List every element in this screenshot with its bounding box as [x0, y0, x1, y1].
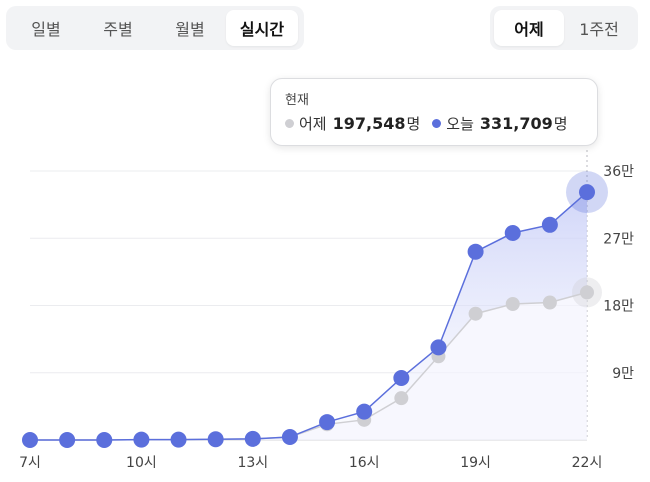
tooltip-yesterday-value: 197,548 [332, 114, 406, 133]
tooltip-values: 어제 197,548 명 오늘 331,709 명 [285, 113, 583, 134]
tab-monthly[interactable]: 월별 [175, 20, 205, 39]
today-point-8 [59, 432, 76, 448]
tooltip-today-unit: 명 [553, 115, 568, 133]
y-tick-label-1: 18만 [603, 299, 634, 315]
y-tick-label-3: 36만 [603, 164, 634, 180]
x-tick-label-1: 10시 [126, 455, 157, 471]
today-point-19 [467, 243, 484, 260]
today-point-12 [207, 431, 224, 448]
x-tick-label-4: 19시 [460, 455, 491, 471]
compare-tabs: 어제 1주전 [490, 6, 638, 50]
y-tick-label-2: 27만 [603, 231, 634, 247]
today-point-14 [281, 429, 298, 446]
tab-yesterday[interactable]: 어제 [494, 10, 564, 46]
yesterday-point-20 [505, 297, 520, 312]
today-point-22 [579, 184, 595, 201]
yesterday-point-19 [468, 306, 483, 321]
tooltip-yesterday-unit: 명 [406, 115, 421, 133]
yesterday-area-fill [30, 292, 587, 440]
yesterday-point-22 [580, 285, 594, 300]
yesterday-legend-dot [285, 119, 294, 128]
today-point-9 [96, 432, 113, 448]
period-tabs: 일별 주별 월별 실시간 [6, 6, 304, 50]
today-point-17 [393, 369, 410, 386]
today-point-11 [170, 431, 187, 448]
y-tick-label-0: 9만 [612, 366, 634, 382]
x-tick-label-5: 22시 [572, 455, 603, 471]
tooltip-yesterday-label: 어제 [299, 115, 327, 133]
current-tooltip: 현재 어제 197,548 명 오늘 331,709 명 [270, 78, 598, 146]
tab-weekly[interactable]: 주별 [103, 20, 133, 39]
today-legend-dot [432, 119, 442, 128]
today-point-15 [319, 414, 336, 431]
today-point-20 [504, 225, 521, 242]
today-point-18 [430, 339, 447, 356]
today-line [30, 191, 588, 441]
x-tick-label-3: 16시 [349, 455, 380, 471]
today-point-13 [244, 430, 261, 447]
yesterday-point-21 [542, 295, 557, 310]
tab-realtime[interactable]: 실시간 [226, 10, 298, 46]
tab-daily[interactable]: 일별 [31, 20, 61, 39]
tooltip-title: 현재 [285, 93, 309, 108]
yesterday-point-17 [394, 391, 409, 406]
today-point-10 [133, 431, 150, 448]
today-point-16 [356, 403, 373, 420]
x-tick-label-2: 13시 [237, 455, 268, 471]
tooltip-today-value: 331,709 [479, 114, 553, 133]
x-tick-label-0: 7시 [19, 455, 41, 471]
tab-week-ago[interactable]: 1주전 [579, 20, 619, 39]
tooltip-today-label: 오늘 [446, 115, 474, 133]
today-point-7 [22, 432, 38, 448]
today-point-21 [541, 216, 558, 233]
